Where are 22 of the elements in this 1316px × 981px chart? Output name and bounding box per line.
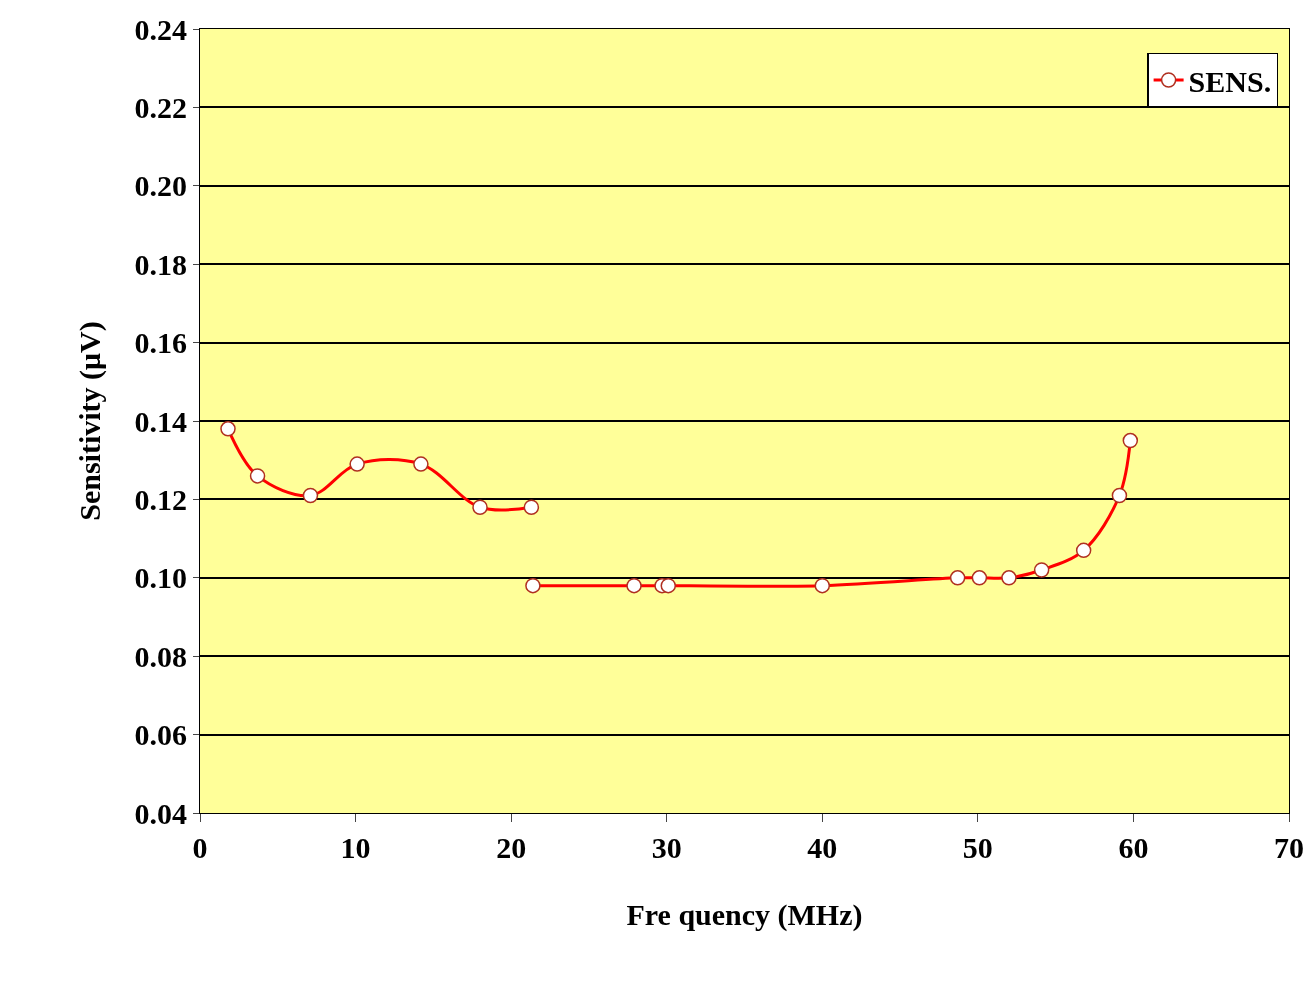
- x-axis-title: Fre quency (MHz): [626, 897, 863, 932]
- legend-label: SENS.: [1188, 64, 1272, 98]
- y-tick-label: 0.16: [134, 326, 187, 360]
- x-tick-label: 0: [192, 831, 208, 864]
- y-tick-label: 0.14: [134, 404, 187, 438]
- y-tick-label: 0.04: [134, 796, 187, 830]
- y-tick-label: 0.10: [134, 561, 187, 595]
- x-tick-label: 10: [340, 831, 371, 864]
- y-tick-label: 0.12: [134, 482, 187, 516]
- y-tick-label: 0.06: [134, 718, 187, 752]
- y-tick-label: 0.24: [134, 12, 187, 46]
- y-axis-title: Sensitivity (μV): [72, 321, 107, 521]
- x-tick-label: 30: [651, 831, 682, 864]
- x-tick-label: 20: [496, 831, 527, 864]
- x-tick-label: 50: [962, 831, 993, 864]
- x-tick-label: 70: [1274, 831, 1304, 864]
- y-tick-label: 0.20: [134, 169, 187, 203]
- x-tick-label: 40: [807, 831, 838, 864]
- y-tick-label: 0.08: [134, 639, 187, 673]
- y-tick-label: 0.18: [134, 247, 187, 281]
- y-tick-label: 0.22: [134, 90, 187, 124]
- x-tick-label: 60: [1118, 831, 1149, 864]
